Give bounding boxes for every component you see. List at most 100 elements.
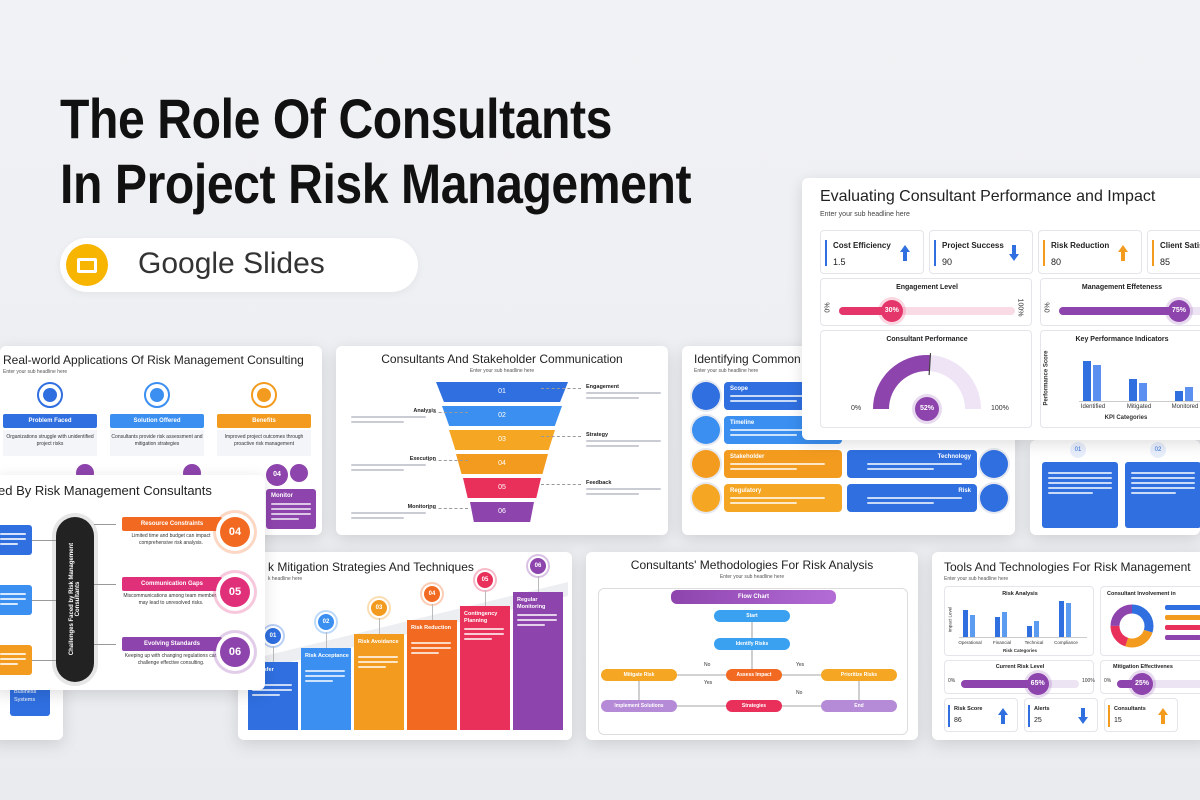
step-number: 03 [371, 600, 387, 616]
x-tick-label: Monitored [1171, 404, 1199, 410]
graphic [1110, 604, 1154, 648]
panel: Consultant Performance 52% 0% 100% [820, 330, 1032, 428]
text-placeholder [867, 497, 962, 499]
step-label: Risk Avoidance [358, 639, 399, 645]
panel-title: Engagement Level [896, 284, 958, 291]
text-placeholder [586, 397, 639, 399]
text-placeholder [0, 658, 26, 660]
text-placeholder [867, 468, 934, 470]
text-placeholder [1131, 472, 1195, 474]
item-label: Evolving Standards [122, 637, 222, 651]
step-stem [538, 576, 539, 592]
range-min: 0% [851, 405, 862, 412]
text-placeholder [730, 434, 797, 436]
kpi-label: Cost Efficiency [833, 241, 891, 250]
text-placeholder [517, 619, 557, 621]
graphic [1009, 245, 1019, 261]
text-placeholder [586, 445, 639, 447]
bar [1002, 611, 1007, 637]
text-placeholder [351, 464, 426, 466]
text-placeholder [271, 513, 311, 515]
text-placeholder [586, 488, 661, 490]
slide-tools: Tools And Technologies For Risk Manageme… [932, 552, 1200, 740]
text-placeholder [0, 538, 26, 540]
item-icon [692, 484, 720, 512]
panel: Mitigation Effectivenes 0% 25% [1100, 660, 1200, 695]
item-bar: Technology [847, 450, 977, 478]
item-icon [980, 484, 1008, 512]
slide-communication: Consultants And Stakeholder Communicatio… [336, 346, 668, 535]
text-placeholder [586, 493, 639, 495]
text-placeholder [305, 670, 345, 672]
x-axis-label: Risk Categories [1002, 648, 1037, 653]
item-label: Resource Constraints [122, 517, 222, 531]
progress-track [839, 307, 1015, 315]
panel: Management Effeteness 0% 75% [1040, 278, 1200, 326]
legend-swatch [1165, 635, 1200, 640]
accent [1152, 240, 1154, 266]
text-placeholder [586, 440, 661, 442]
text-placeholder [358, 666, 386, 668]
connector [541, 436, 581, 437]
step-stem [379, 618, 380, 634]
marker: 01 [1070, 442, 1086, 458]
text-placeholder [271, 508, 311, 510]
edge-label: No [704, 662, 711, 668]
marker: 02 [1150, 442, 1166, 458]
axis-line [1079, 401, 1200, 402]
bar [1034, 620, 1039, 637]
step-ring: 03 [369, 598, 389, 618]
legend-swatch [1165, 625, 1200, 630]
trend-arrow [900, 245, 910, 261]
slide-subtitle: Enter your sub headline here [719, 574, 785, 580]
text-placeholder [0, 603, 19, 605]
panel-title: Mitigation Effectivenes [1113, 664, 1173, 670]
text-placeholder [252, 694, 280, 696]
step-column: Risk Avoidance [354, 634, 404, 730]
kpi-label: Risk Score [954, 706, 983, 712]
range-min: 0% [824, 302, 832, 313]
text-placeholder [464, 628, 504, 630]
item-label: Regulatory [730, 488, 762, 494]
text-placeholder [305, 675, 345, 677]
text-placeholder [351, 517, 404, 519]
flow-node: Start [714, 610, 790, 622]
range-min: 0% [1044, 302, 1052, 313]
text-placeholder [867, 463, 962, 465]
left-box [0, 525, 32, 555]
range-max: 100% [1016, 298, 1024, 317]
funnel-step: 03 [449, 430, 555, 450]
range-min: 0% [1104, 678, 1112, 684]
step-stem [273, 646, 274, 662]
item-bar: Stakeholder [724, 450, 842, 478]
text-placeholder [358, 656, 398, 658]
kpi-value: 90 [942, 257, 953, 267]
slide-subtitle: Enter your sub headline here [694, 368, 759, 374]
progress-fill [1059, 307, 1179, 315]
slide-mitigation: k Mitigation Strategies And Techniques k … [238, 552, 572, 740]
icon-ring [251, 382, 277, 408]
kpi-label: Consultants [1114, 706, 1146, 712]
kpi-value: 85 [1160, 257, 1171, 267]
column-text: Consultants provide risk assessment and … [110, 430, 204, 456]
item-text: Limited time and budget can impact compr… [131, 533, 211, 546]
text-placeholder [586, 392, 661, 394]
flow-node: Mitigate Risk [601, 669, 677, 681]
funnel-step: 04 [456, 454, 548, 474]
bar [1175, 391, 1183, 401]
kpi-value: 25 [1034, 717, 1042, 724]
column-label: Solution Offered [110, 414, 204, 428]
step-ring: 06 [528, 556, 548, 576]
funnel-step: 05 [463, 478, 541, 498]
graphic [1078, 708, 1088, 724]
accent [825, 240, 827, 266]
range-max: 100% [991, 405, 1009, 412]
text-placeholder [464, 633, 504, 635]
note-title: Strategy [586, 432, 609, 438]
step-stem [485, 590, 486, 606]
y-axis-label: Performance Score [1043, 350, 1050, 406]
text-placeholder [1048, 477, 1112, 479]
gauge-needle [928, 353, 932, 376]
badge-icon [66, 244, 108, 286]
progress-fill [1117, 680, 1142, 688]
